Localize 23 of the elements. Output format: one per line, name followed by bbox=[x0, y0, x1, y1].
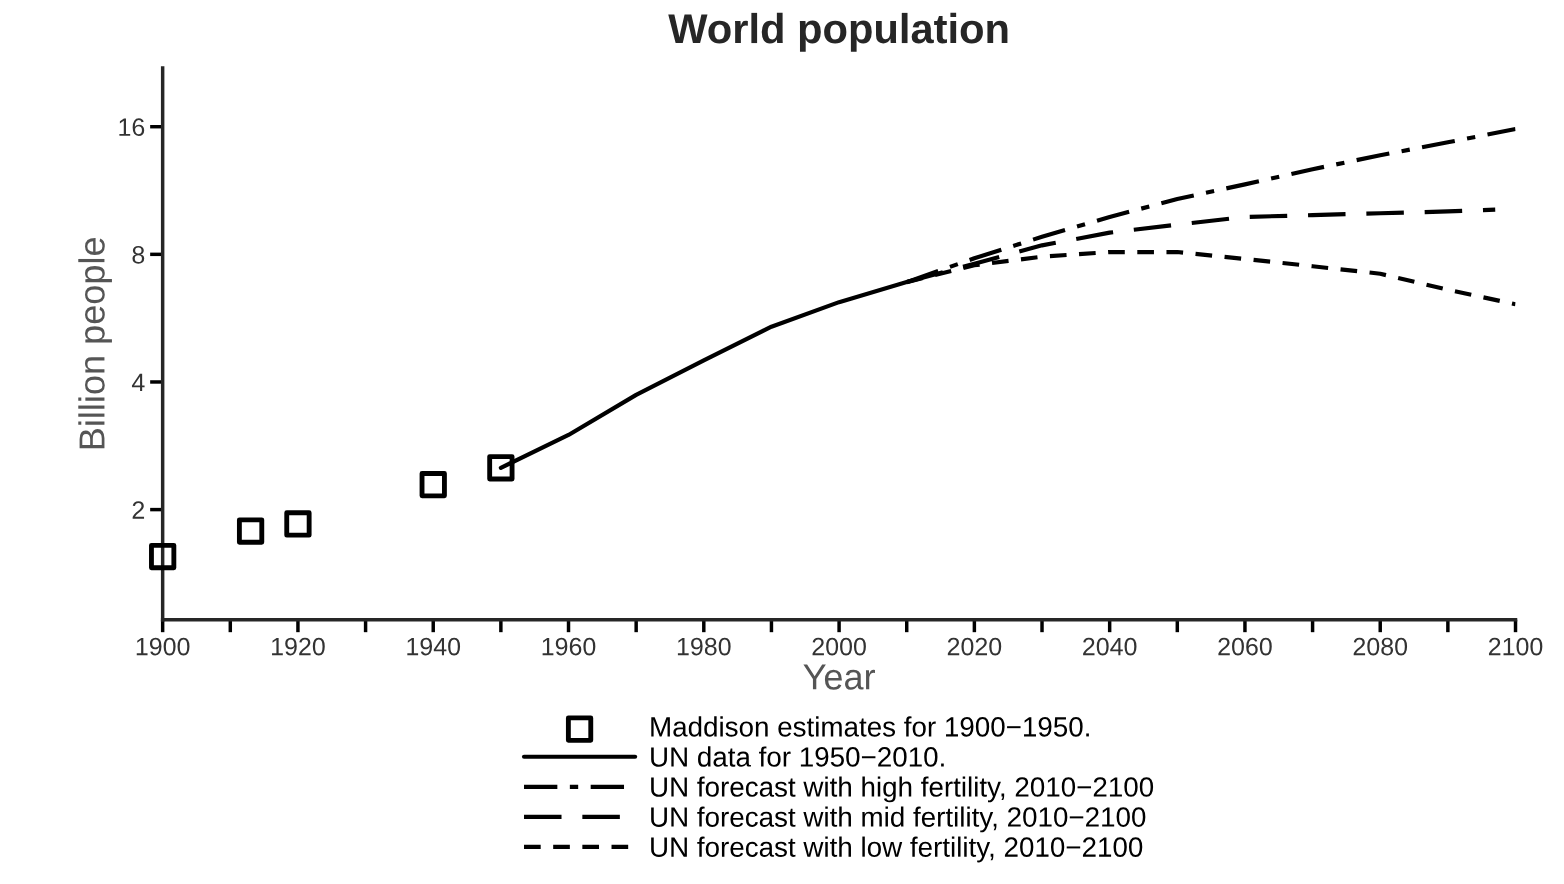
x-tick-label: 2040 bbox=[1083, 637, 1137, 656]
legend-label: UN forecast with high fertility, 2010−2100 bbox=[651, 776, 1154, 803]
legend-label: UN forecast with mid fertility, 2010−2100 bbox=[651, 806, 1146, 833]
x-tick-label: 2000 bbox=[812, 637, 866, 656]
legend-label: Maddison estimates for 1900−1950. bbox=[651, 716, 1089, 737]
x-tick-label: 2020 bbox=[947, 637, 1002, 656]
y-tick-label: 8 bbox=[132, 245, 145, 264]
legend-label: UN data for 1950−2010. bbox=[651, 746, 944, 767]
y-tick-label: 2 bbox=[132, 501, 145, 519]
y-tick-label: 4 bbox=[131, 373, 145, 392]
x-tick-label: 2060 bbox=[1218, 637, 1272, 656]
x-tick-label: 1920 bbox=[272, 637, 325, 656]
chart-title: World population bbox=[668, 12, 1008, 52]
x-tick-label: 1960 bbox=[542, 637, 596, 656]
x-tick-label: 1940 bbox=[407, 637, 461, 656]
y-axis-title: Billion people bbox=[78, 238, 112, 449]
x-axis-title: Year bbox=[803, 664, 875, 690]
x-tick-label: 1900 bbox=[136, 637, 190, 656]
legend-label: UN forecast with low fertility, 2010−2100 bbox=[651, 836, 1143, 863]
y-tick-label: 16 bbox=[119, 118, 145, 137]
x-tick-label: 1980 bbox=[677, 637, 731, 656]
x-tick-label: 2100 bbox=[1488, 637, 1543, 656]
x-tick-label: 2080 bbox=[1353, 637, 1408, 656]
